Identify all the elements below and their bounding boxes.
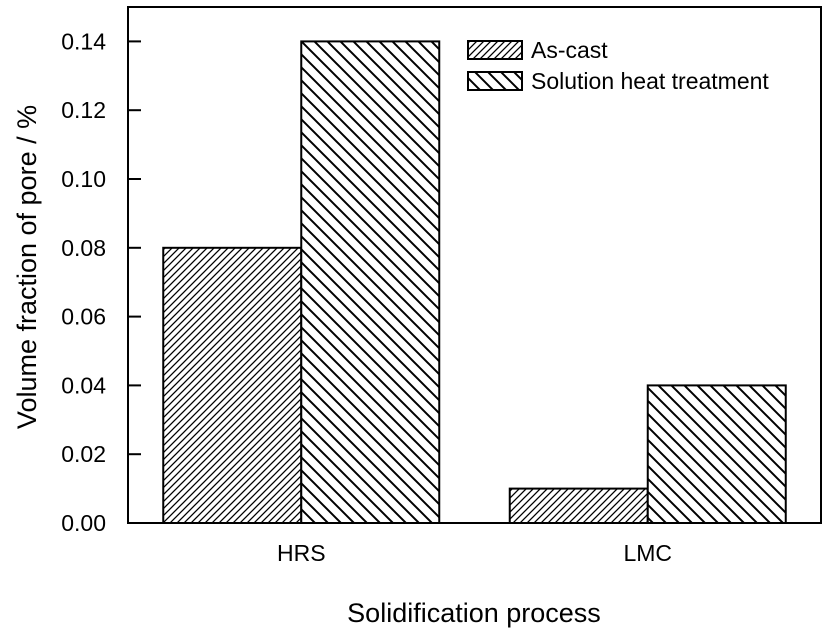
x-category-label-hrs: HRS bbox=[277, 540, 326, 566]
bar-hrs-as-cast bbox=[162, 246, 303, 525]
legend-swatch-solution-heat-treatment bbox=[467, 71, 523, 91]
y-axis-tick-labels: 0.00 0.02 0.04 0.06 0.08 0.10 0.12 0.14 bbox=[61, 28, 106, 536]
y-tick-label: 0.00 bbox=[61, 510, 106, 536]
y-tick-label: 0.10 bbox=[61, 166, 106, 192]
y-tick-label: 0.14 bbox=[61, 28, 106, 54]
y-tick-label: 0.12 bbox=[61, 97, 106, 123]
plot-frame bbox=[127, 6, 822, 524]
y-tick-label: 0.02 bbox=[61, 441, 106, 467]
y-axis-ticks bbox=[129, 40, 141, 524]
bar-lmc-solution-heat-treatment bbox=[646, 384, 787, 524]
y-tick-label: 0.08 bbox=[61, 235, 106, 261]
legend-label-solution-heat-treatment: Solution heat treatment bbox=[531, 68, 769, 94]
legend: As-cast Solution heat treatment bbox=[467, 37, 769, 94]
x-axis-category-labels: HRS LMC bbox=[277, 540, 672, 566]
legend-label-as-cast: As-cast bbox=[531, 37, 608, 63]
bar-lmc-as-cast bbox=[508, 487, 649, 525]
y-tick-label: 0.04 bbox=[61, 372, 106, 398]
x-axis-title: Solidification process bbox=[347, 598, 601, 628]
legend-swatch-as-cast bbox=[467, 40, 523, 60]
x-category-label-lmc: LMC bbox=[623, 540, 672, 566]
bar-hrs-solution-heat-treatment bbox=[300, 40, 441, 525]
bars-group bbox=[162, 40, 787, 525]
y-tick-label: 0.06 bbox=[61, 304, 106, 330]
y-axis-title: Volume fraction of pore / % bbox=[12, 105, 42, 429]
